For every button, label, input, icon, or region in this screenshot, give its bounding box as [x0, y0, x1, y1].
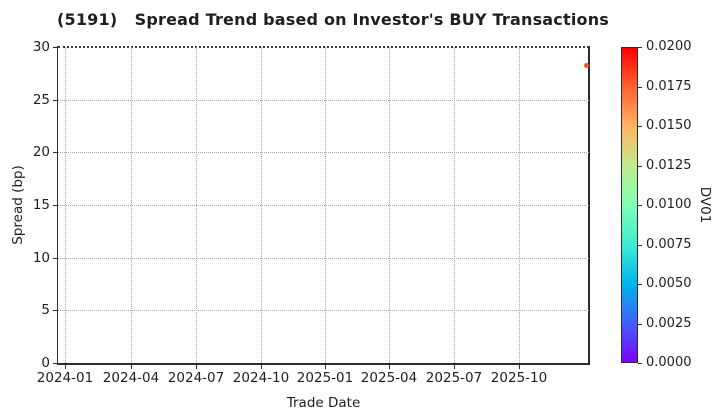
y-axis-tick	[52, 257, 57, 259]
x-axis-tick	[519, 364, 520, 369]
colorbar-tick	[638, 363, 642, 364]
y-tick-label: 25	[32, 91, 50, 108]
y-tick-label: 30	[32, 39, 50, 55]
x-axis-tick	[131, 364, 132, 369]
colorbar-tick-label: 0.0150	[646, 118, 692, 133]
x-axis-tick	[196, 364, 197, 369]
colorbar-tick-label: 0.0050	[646, 276, 692, 291]
grid-line-horizontal	[58, 99, 589, 101]
y-axis-tick	[52, 205, 57, 206]
colorbar-tick-label: 0.0075	[646, 236, 692, 252]
y-tick-label: 5	[41, 302, 50, 319]
chart-title: (5191) Spread Trend based on Investor's …	[57, 10, 610, 29]
x-axis-label: Trade Date	[286, 395, 361, 411]
x-axis-tick	[261, 364, 262, 369]
x-tick-label: 2025-04	[360, 370, 418, 386]
colorbar-tick	[638, 205, 642, 206]
x-tick-label: 2025-07	[425, 370, 483, 386]
x-axis-tick	[389, 364, 390, 369]
colorbar-tick-label: 0.0025	[646, 315, 692, 331]
axis-spine-left	[56, 46, 58, 364]
colorbar-tick	[638, 47, 642, 48]
colorbar-tick-label: 0.0200	[646, 39, 692, 54]
colorbar-tick-label: 0.0175	[646, 78, 692, 94]
y-axis-tick	[52, 152, 57, 154]
x-tick-label: 2024-10	[232, 370, 290, 386]
x-axis-tick	[454, 364, 455, 369]
grid-line-horizontal	[58, 205, 589, 206]
grid-line-horizontal	[58, 310, 589, 312]
y-axis-tick	[52, 47, 57, 48]
grid-line-horizontal	[58, 152, 589, 154]
grid-line-horizontal	[58, 257, 589, 259]
x-tick-label: 2025-01	[296, 370, 354, 386]
colorbar-label: DV01	[697, 186, 713, 224]
axis-spine-bottom	[56, 363, 590, 365]
colorbar-tick-label: 0.0100	[646, 197, 692, 212]
colorbar-tick-label: 0.0000	[646, 355, 692, 370]
x-tick-label: 2024-04	[102, 370, 160, 386]
axis-spine-top	[58, 46, 589, 48]
y-tick-label: 0	[41, 355, 50, 371]
colorbar-tick	[638, 126, 642, 127]
colorbar-tick	[638, 323, 642, 325]
y-tick-label: 15	[32, 197, 50, 213]
x-tick-label: 2025-10	[490, 370, 548, 386]
colorbar-tick	[638, 86, 642, 88]
y-axis-tick	[52, 363, 57, 364]
colorbar-tick-label: 0.0125	[646, 157, 692, 173]
x-tick-label: 2024-07	[167, 370, 225, 386]
x-axis-tick	[325, 364, 326, 369]
y-axis-tick	[52, 99, 57, 101]
colorbar	[621, 47, 638, 363]
x-axis-tick	[65, 364, 66, 369]
data-point	[583, 63, 589, 69]
y-tick-label: 10	[32, 249, 50, 266]
colorbar-tick	[638, 165, 642, 167]
y-axis-tick	[52, 310, 57, 312]
colorbar-tick	[638, 284, 642, 285]
colorbar-tick	[638, 244, 642, 246]
x-tick-label: 2024-01	[36, 370, 94, 386]
y-tick-label: 20	[32, 144, 50, 161]
